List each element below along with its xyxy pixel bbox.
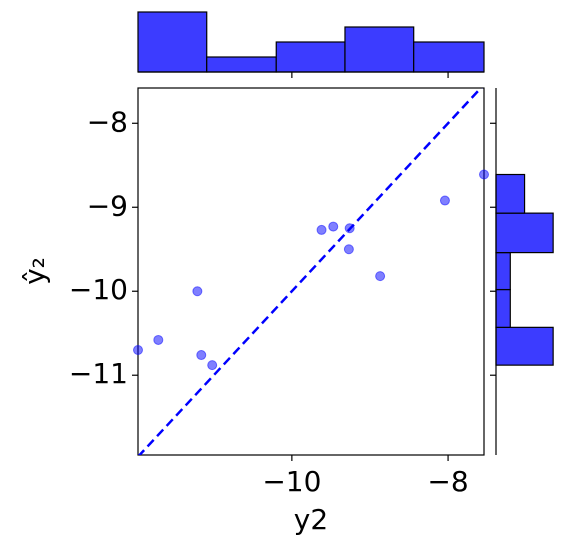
y-tick-label: −8 bbox=[87, 105, 128, 138]
scatter-point bbox=[133, 345, 143, 356]
histogram-bar bbox=[344, 26, 415, 73]
scatter-point bbox=[344, 223, 355, 234]
x-axis-label: y2 bbox=[294, 503, 328, 536]
histogram-bar bbox=[495, 212, 554, 254]
reference-line bbox=[138, 88, 483, 455]
histogram-bar bbox=[495, 252, 511, 291]
scatter-point bbox=[343, 244, 354, 255]
histogram-bar bbox=[137, 11, 208, 73]
x-tick-label: −8 bbox=[427, 465, 468, 498]
y-tick-label: −11 bbox=[69, 357, 128, 390]
scatter-point bbox=[479, 169, 489, 180]
scatter-point bbox=[328, 221, 339, 232]
y-tick-label: −9 bbox=[87, 189, 128, 222]
histogram-bar bbox=[495, 326, 554, 366]
histogram-bar bbox=[275, 41, 346, 73]
scatter-point bbox=[207, 360, 218, 371]
histogram-bar bbox=[495, 173, 526, 214]
scatter-point bbox=[439, 195, 450, 206]
histogram-bar bbox=[495, 288, 511, 328]
y-tick-label: −10 bbox=[69, 273, 128, 306]
y-axis-label: ŷ₂ bbox=[18, 257, 51, 285]
scatter-point bbox=[153, 334, 164, 345]
histogram-bar bbox=[206, 56, 277, 73]
plot-frame bbox=[137, 87, 485, 456]
scatter-point bbox=[196, 350, 207, 361]
histogram-bar bbox=[413, 41, 485, 73]
x-tick-label: −10 bbox=[262, 465, 321, 498]
scatter-point bbox=[316, 224, 327, 235]
scatter-point bbox=[192, 286, 203, 297]
scatter-point bbox=[375, 271, 386, 282]
